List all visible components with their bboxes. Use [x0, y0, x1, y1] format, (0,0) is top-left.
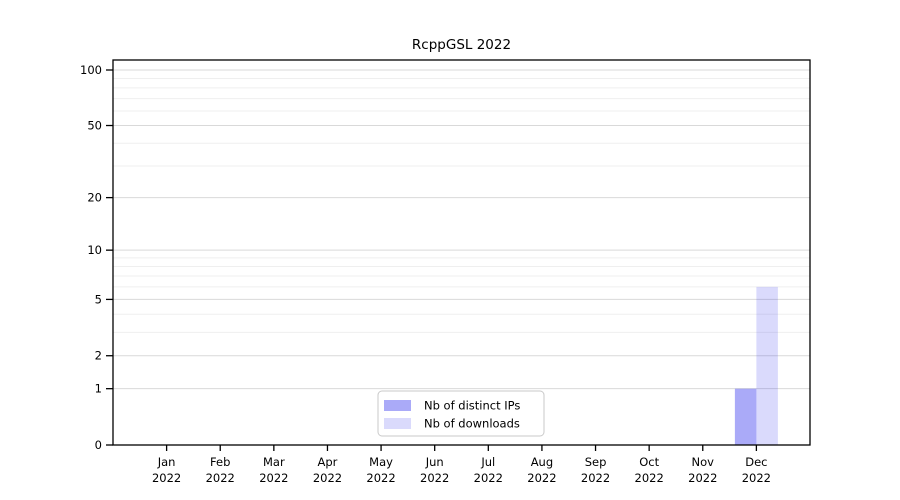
x-axis-label-year: 2022	[688, 471, 717, 485]
bar-downloads	[756, 286, 778, 445]
y-axis-label: 5	[95, 292, 102, 306]
x-axis-label-month: Aug	[531, 455, 553, 469]
x-axis-label-year: 2022	[742, 471, 771, 485]
x-axis-label-year: 2022	[527, 471, 556, 485]
x-axis-label-month: Feb	[210, 455, 230, 469]
x-axis-label-year: 2022	[474, 471, 503, 485]
legend-swatch-distinct-ips	[384, 400, 411, 411]
x-axis-label-year: 2022	[581, 471, 610, 485]
x-axis-label-year: 2022	[259, 471, 288, 485]
x-axis-label-year: 2022	[206, 471, 235, 485]
y-axis-label: 10	[87, 243, 102, 257]
y-axis-label: 20	[87, 191, 102, 205]
x-axis-label-month: Apr	[318, 455, 338, 469]
x-axis-label-month: Mar	[263, 455, 285, 469]
legend-label-downloads: Nb of downloads	[424, 417, 520, 431]
bar-distinct-ips	[734, 388, 757, 445]
x-axis-label-month: Sep	[585, 455, 607, 469]
x-axis-label-year: 2022	[152, 471, 181, 485]
y-axis-label: 50	[87, 119, 102, 133]
x-axis-label-year: 2022	[313, 471, 342, 485]
x-axis-label-year: 2022	[635, 471, 664, 485]
x-axis-label-month: Nov	[692, 455, 715, 469]
x-axis-label-month: Dec	[745, 455, 767, 469]
x-axis-label-month: Jan	[157, 455, 176, 469]
chart-title: RcppGSL 2022	[412, 37, 511, 53]
x-axis-label-month: Jun	[425, 455, 444, 469]
x-axis-label-month: May	[369, 455, 393, 469]
y-axis-label: 100	[80, 63, 102, 77]
x-axis-label-month: Oct	[639, 455, 659, 469]
legend-label-distinct-ips: Nb of distinct IPs	[424, 399, 520, 413]
x-axis-label-month: Jul	[480, 455, 495, 469]
legend-swatch-downloads	[384, 418, 411, 429]
y-axis-label: 0	[95, 438, 102, 452]
x-axis-label-year: 2022	[420, 471, 449, 485]
x-axis-label-year: 2022	[366, 471, 395, 485]
y-axis-label: 2	[95, 349, 102, 363]
y-axis-label: 1	[95, 382, 102, 396]
legend-box	[377, 390, 545, 437]
plot-frame	[112, 59, 811, 446]
